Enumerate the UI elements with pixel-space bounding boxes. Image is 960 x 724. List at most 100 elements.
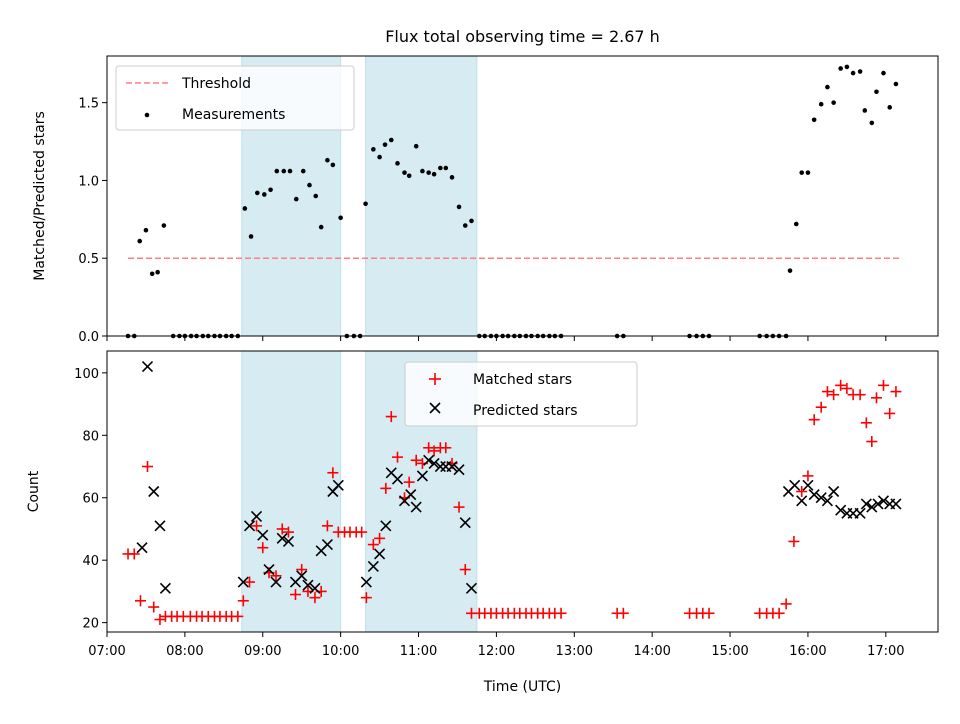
measurement-point bbox=[330, 162, 336, 168]
measurement-point bbox=[443, 165, 449, 171]
measurement-point bbox=[255, 190, 260, 196]
predicted-star-point bbox=[136, 542, 148, 554]
measurement-point bbox=[248, 234, 254, 239]
x-tick-label: 16:00 bbox=[789, 644, 826, 659]
x-tick-label: 07:00 bbox=[88, 644, 125, 659]
measurement-point bbox=[318, 224, 324, 230]
measurement-point bbox=[149, 271, 155, 277]
top-y-axis: 0.0 0.5 1.0 1.5 bbox=[78, 97, 107, 345]
x-tick-label: 14:00 bbox=[633, 644, 670, 659]
measurement-point bbox=[787, 268, 793, 273]
predicted-star-point bbox=[423, 454, 435, 466]
measurement-point bbox=[313, 193, 319, 199]
y-tick-label: 0.0 bbox=[78, 330, 99, 345]
legend-measurements-label: Measurements bbox=[182, 107, 285, 123]
legend-matched-swatch bbox=[429, 373, 441, 385]
x-tick-label: 15:00 bbox=[711, 644, 748, 659]
measurement-point bbox=[338, 215, 343, 221]
measurement-point bbox=[300, 168, 306, 174]
ratio-panel: 0.0 0.5 1.0 1.5 Flux total observing time =… bbox=[32, 27, 939, 345]
measurement-point bbox=[406, 173, 412, 179]
measurement-point bbox=[874, 89, 879, 95]
measurement-point bbox=[850, 70, 856, 76]
shaded-interval-1 bbox=[241, 350, 342, 633]
matched-star-point bbox=[428, 445, 440, 457]
matched-star-point bbox=[796, 486, 808, 497]
y-tick-label: 100 bbox=[74, 367, 99, 382]
predicted-star-point bbox=[872, 498, 884, 510]
x-tick-label: 12:00 bbox=[478, 644, 515, 659]
measurement-point bbox=[420, 168, 425, 174]
matched-star-point bbox=[403, 476, 415, 488]
matched-star-point bbox=[808, 414, 820, 426]
measurement-point bbox=[462, 223, 468, 228]
legend-predicted-label: Predicted stars bbox=[473, 403, 578, 419]
predicted-star-point bbox=[154, 520, 166, 532]
legend-threshold-label: Threshold bbox=[181, 76, 251, 92]
y-tick-label: 40 bbox=[82, 554, 99, 569]
predicted-star-point bbox=[866, 501, 878, 513]
predicted-star-points bbox=[136, 361, 902, 594]
x-tick-label: 09:00 bbox=[244, 644, 281, 659]
measurement-point bbox=[402, 170, 407, 175]
matched-star-point bbox=[237, 595, 249, 607]
measurement-point bbox=[287, 168, 293, 174]
predicted-star-point bbox=[802, 479, 814, 491]
bottom-y-axis: 20 40 60 80 100 bbox=[74, 367, 107, 632]
measurement-point bbox=[242, 206, 248, 211]
predicted-star-point bbox=[243, 520, 256, 532]
predicted-star-point bbox=[808, 489, 820, 501]
matched-star-point bbox=[410, 454, 422, 466]
measurement-point bbox=[438, 165, 443, 171]
measurement-point bbox=[811, 117, 817, 123]
matched-star-point bbox=[453, 501, 465, 513]
measurement-point bbox=[831, 100, 836, 105]
measurement-point bbox=[382, 142, 388, 147]
measurement-point bbox=[137, 238, 143, 244]
predicted-star-point bbox=[459, 517, 471, 529]
matched-star-point bbox=[815, 401, 827, 413]
measurement-point bbox=[793, 221, 799, 227]
predicted-star-point bbox=[332, 479, 344, 491]
count-panel: 20 40 60 80 100 07:00 08:00 09:00 10:00 11:00 12:… bbox=[26, 350, 939, 695]
matched-star-point bbox=[788, 535, 800, 547]
predicted-star-point bbox=[276, 532, 288, 544]
predicted-star-point bbox=[815, 492, 827, 504]
matched-star-point bbox=[884, 407, 896, 419]
measurement-point bbox=[274, 168, 280, 174]
measurement-point bbox=[307, 182, 312, 188]
predicted-star-point bbox=[828, 485, 840, 498]
measurement-point bbox=[869, 120, 875, 126]
matched-star-point bbox=[251, 520, 263, 532]
predicted-star-point bbox=[410, 501, 422, 513]
matched-star-point bbox=[877, 379, 889, 391]
predicted-star-point bbox=[465, 582, 478, 594]
matched-star-point bbox=[835, 379, 847, 391]
x-tick-label: 11:00 bbox=[400, 644, 437, 659]
matched-star-point bbox=[380, 482, 392, 494]
matched-star-point bbox=[440, 442, 452, 454]
measurement-point bbox=[293, 196, 299, 202]
measurement-point bbox=[262, 192, 267, 197]
measurement-point bbox=[862, 108, 868, 113]
measurement-point bbox=[426, 170, 431, 175]
measurement-point bbox=[825, 84, 830, 90]
measurement-point bbox=[325, 157, 330, 163]
top-y-axis-label: Matched/Predicted stars bbox=[32, 111, 48, 281]
measurement-point bbox=[155, 269, 160, 275]
measurement-point bbox=[143, 227, 149, 233]
predicted-star-point bbox=[263, 563, 275, 576]
matched-star-point bbox=[360, 592, 372, 604]
measurement-point bbox=[881, 70, 886, 76]
matched-star-point bbox=[459, 564, 471, 576]
matched-star-point bbox=[860, 417, 872, 429]
matched-star-point bbox=[555, 607, 567, 619]
matched-star-point bbox=[134, 595, 146, 607]
measurement-point bbox=[413, 143, 419, 149]
measurement-point bbox=[281, 168, 287, 174]
predicted-star-point bbox=[860, 498, 872, 510]
measurement-point bbox=[431, 171, 437, 177]
legend-matched-label: Matched stars bbox=[473, 372, 572, 388]
predicted-star-point bbox=[321, 539, 333, 551]
